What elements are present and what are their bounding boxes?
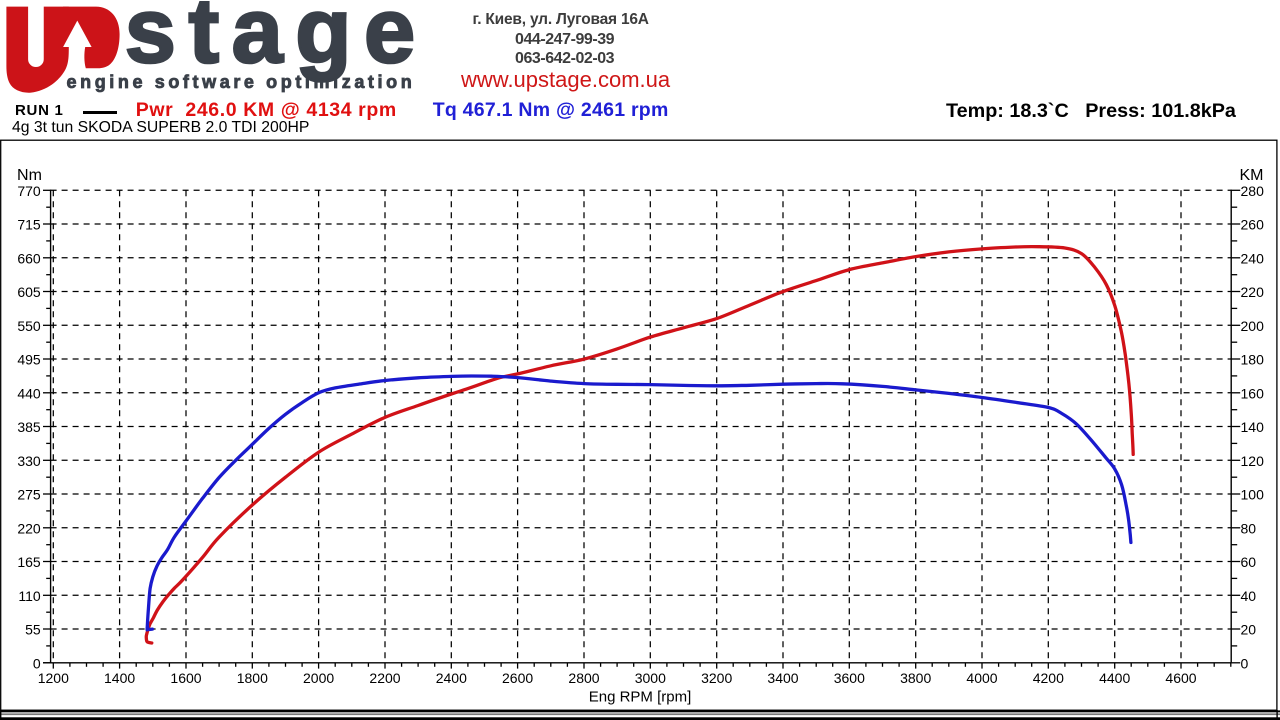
svg-text:180: 180	[1241, 352, 1265, 368]
svg-text:1600: 1600	[170, 670, 201, 686]
svg-text:4200: 4200	[1033, 670, 1064, 686]
svg-text:275: 275	[17, 487, 41, 503]
svg-text:60: 60	[1241, 554, 1257, 570]
svg-text:80: 80	[1241, 520, 1257, 536]
svg-text:495: 495	[17, 352, 41, 368]
svg-text:4000: 4000	[966, 670, 997, 686]
svg-text:3400: 3400	[767, 670, 798, 686]
svg-text:660: 660	[17, 250, 41, 266]
svg-text:4600: 4600	[1165, 670, 1196, 686]
svg-text:260: 260	[1241, 217, 1265, 233]
svg-text:280: 280	[1241, 183, 1265, 199]
svg-text:2200: 2200	[369, 670, 400, 686]
svg-text:550: 550	[17, 318, 41, 334]
svg-text:770: 770	[17, 183, 41, 199]
svg-text:140: 140	[1241, 419, 1265, 435]
svg-text:220: 220	[1241, 284, 1265, 300]
svg-text:2800: 2800	[568, 670, 599, 686]
svg-text:1400: 1400	[104, 670, 135, 686]
svg-text:385: 385	[17, 419, 41, 435]
svg-text:715: 715	[17, 217, 41, 233]
svg-text:20: 20	[1241, 622, 1257, 638]
svg-text:2000: 2000	[303, 670, 334, 686]
svg-text:3600: 3600	[834, 670, 865, 686]
svg-text:Eng RPM [rpm]: Eng RPM [rpm]	[589, 689, 692, 706]
svg-text:240: 240	[1241, 250, 1265, 266]
svg-text:160: 160	[1241, 385, 1265, 401]
svg-text:605: 605	[17, 284, 41, 300]
svg-text:0: 0	[33, 655, 41, 671]
svg-text:220: 220	[17, 520, 41, 536]
svg-text:3200: 3200	[701, 670, 732, 686]
svg-text:Nm: Nm	[17, 167, 42, 184]
svg-text:110: 110	[18, 588, 41, 604]
svg-text:120: 120	[1241, 453, 1265, 469]
svg-text:3800: 3800	[900, 670, 931, 686]
svg-text:165: 165	[17, 554, 41, 570]
svg-text:2400: 2400	[436, 670, 467, 686]
svg-text:55: 55	[25, 622, 41, 638]
svg-text:330: 330	[17, 453, 41, 469]
svg-text:1800: 1800	[237, 670, 268, 686]
svg-text:3000: 3000	[635, 670, 666, 686]
svg-text:40: 40	[1241, 588, 1257, 604]
svg-text:440: 440	[17, 385, 41, 401]
svg-text:200: 200	[1241, 318, 1265, 334]
svg-text:100: 100	[1241, 487, 1265, 503]
svg-text:0: 0	[1241, 655, 1249, 671]
svg-text:2600: 2600	[502, 670, 533, 686]
svg-text:KM: KM	[1240, 167, 1264, 184]
svg-text:4400: 4400	[1099, 670, 1130, 686]
svg-text:1200: 1200	[38, 670, 69, 686]
